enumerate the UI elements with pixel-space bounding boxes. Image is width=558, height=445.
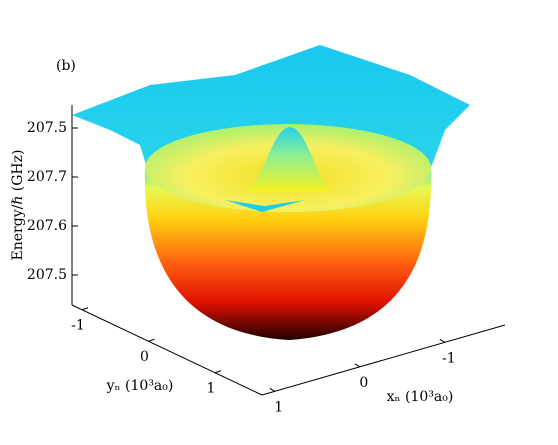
z-axis-label: Energy/ℏ (GHz) <box>10 150 26 261</box>
axes-box <box>71 105 506 396</box>
y-tick-label: -1 <box>71 318 85 334</box>
z-tick-label: 207.5 <box>27 120 67 136</box>
x-tick <box>439 338 446 343</box>
z-tick-label: 207.5 <box>27 267 67 283</box>
y-tick <box>214 370 222 374</box>
x-tick <box>269 387 276 392</box>
panel-label: (b) <box>56 58 76 74</box>
x-tick-label: -1 <box>442 350 456 366</box>
y-axis-label: yₙ (10³a₀) <box>106 378 174 394</box>
y-tick <box>81 307 89 311</box>
z-tick-label: 207.7 <box>27 169 67 185</box>
y-tick <box>148 338 155 342</box>
z-tick-label: 207.6 <box>27 218 67 234</box>
x-tick <box>354 363 361 368</box>
y-tick-label: 1 <box>207 381 216 397</box>
surface <box>72 45 470 340</box>
x-tick-label: 0 <box>359 375 368 391</box>
y-tick-label: 0 <box>140 349 149 365</box>
x-axis-label: xₙ (10³a₀) <box>387 389 454 405</box>
x-tick-label: 1 <box>274 399 283 415</box>
